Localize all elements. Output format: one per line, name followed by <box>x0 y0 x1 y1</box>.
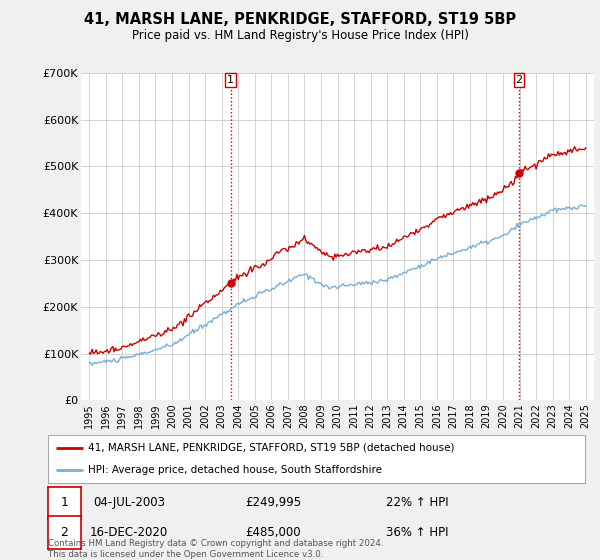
Text: 41, MARSH LANE, PENKRIDGE, STAFFORD, ST19 5BP: 41, MARSH LANE, PENKRIDGE, STAFFORD, ST1… <box>84 12 516 27</box>
Text: 1: 1 <box>227 75 234 85</box>
Text: Price paid vs. HM Land Registry's House Price Index (HPI): Price paid vs. HM Land Registry's House … <box>131 29 469 42</box>
Text: HPI: Average price, detached house, South Staffordshire: HPI: Average price, detached house, Sout… <box>88 465 382 475</box>
Text: 2: 2 <box>515 75 523 85</box>
Text: 41, MARSH LANE, PENKRIDGE, STAFFORD, ST19 5BP (detached house): 41, MARSH LANE, PENKRIDGE, STAFFORD, ST1… <box>88 443 455 453</box>
Text: 1: 1 <box>61 496 68 510</box>
Text: 04-JUL-2003: 04-JUL-2003 <box>93 496 165 510</box>
Text: £485,000: £485,000 <box>245 526 301 539</box>
Text: Contains HM Land Registry data © Crown copyright and database right 2024.
This d: Contains HM Land Registry data © Crown c… <box>48 539 383 559</box>
Text: £249,995: £249,995 <box>245 496 301 510</box>
Text: 36% ↑ HPI: 36% ↑ HPI <box>386 526 448 539</box>
Text: 2: 2 <box>61 526 68 539</box>
Text: 22% ↑ HPI: 22% ↑ HPI <box>386 496 448 510</box>
Text: 16-DEC-2020: 16-DEC-2020 <box>90 526 168 539</box>
